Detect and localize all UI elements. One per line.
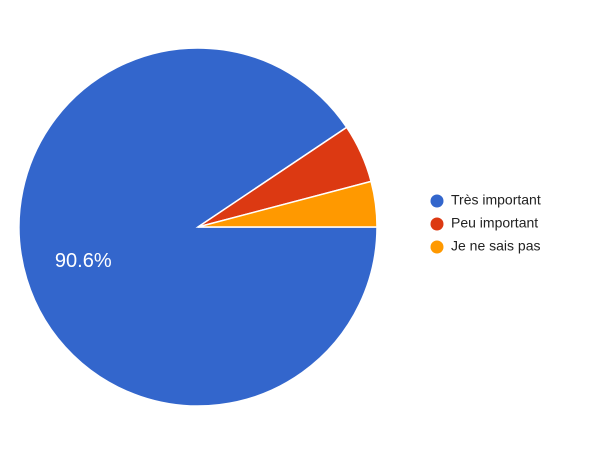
legend-label: Peu important xyxy=(451,215,538,231)
legend-swatch xyxy=(430,240,444,254)
slice-label: 90.6% xyxy=(55,250,112,272)
legend-swatch xyxy=(430,217,444,231)
legend-label: Très important xyxy=(451,192,541,208)
pie-slice xyxy=(197,180,378,228)
legend-swatch xyxy=(430,194,444,208)
legend-label: Je ne sais pas xyxy=(451,238,541,254)
